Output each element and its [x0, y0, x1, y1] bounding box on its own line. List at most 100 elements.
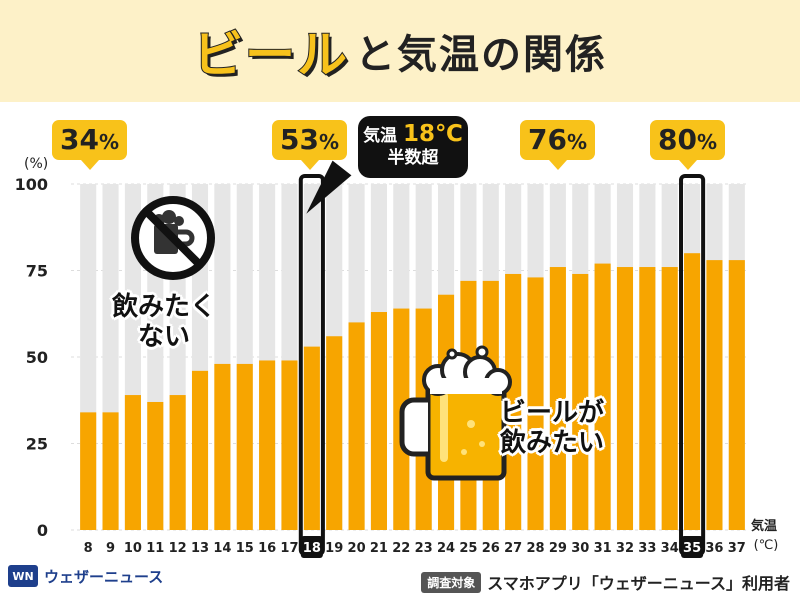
- callout-unit: %: [318, 130, 340, 154]
- not-want-label: 飲みたく ない: [112, 292, 216, 352]
- callout-29c: 76%: [520, 120, 596, 170]
- beer-mug-icon: [399, 345, 512, 481]
- x-tick-label: 24: [437, 541, 455, 556]
- y-tick-labels: 0 25 50 75 100: [15, 175, 48, 540]
- x-tick-label: 10: [124, 541, 142, 556]
- callout-unit: %: [696, 130, 718, 154]
- survey-footnote: 調査対象 スマホアプリ「ウェザーニュース」利用者: [421, 570, 790, 594]
- callout-8c: 34%: [52, 120, 128, 170]
- bar: [684, 253, 701, 530]
- bar: [527, 277, 544, 530]
- temp-note-prefix: 気温: [363, 126, 398, 146]
- x-axis-title: 気温: [751, 518, 777, 534]
- bar: [326, 336, 343, 530]
- survey-badge: 調査対象: [421, 571, 482, 593]
- bar: [169, 395, 186, 530]
- x-tick-label: 8: [84, 541, 93, 556]
- callout-18c: 53%: [272, 120, 348, 170]
- bar: [549, 267, 566, 530]
- x-tick-label: 25: [459, 541, 477, 556]
- bar: [348, 322, 365, 530]
- y-tick-label: 50: [26, 348, 48, 367]
- bar: [616, 267, 634, 530]
- x-tick-label: 35: [683, 541, 701, 556]
- want-label: ビールが 飲みたい: [500, 398, 604, 458]
- bar: [303, 346, 320, 530]
- bar: [191, 370, 209, 530]
- x-tick-label: 21: [370, 541, 388, 556]
- x-tick-label: 18: [303, 541, 321, 556]
- x-tick-labels: 8 9 10 11 12 13 14 15 16 17 18 19 20 21 22 23 24 25 26 27 28…: [84, 541, 746, 556]
- callout-value: 34: [60, 123, 99, 156]
- x-tick-label: 33: [638, 541, 656, 556]
- highlight-frames: [298, 174, 706, 558]
- x-tick-label: 19: [325, 541, 343, 556]
- x-tick-label: 23: [415, 541, 433, 556]
- x-tick-label: 26: [482, 541, 500, 556]
- bar: [80, 412, 97, 530]
- want-line2: 飲みたい: [500, 428, 605, 458]
- x-tick-label: 9: [106, 541, 115, 556]
- x-tick-label: 16: [258, 541, 276, 556]
- bar: [236, 363, 253, 530]
- bar: [505, 273, 522, 530]
- y-axis-unit: (%): [24, 156, 48, 172]
- logo-mark: WN: [8, 565, 38, 587]
- bar: [147, 401, 164, 530]
- x-tick-label: 17: [280, 541, 298, 556]
- callout-unit: %: [98, 130, 120, 154]
- bar: [661, 267, 678, 530]
- x-tick-label: 20: [348, 541, 366, 556]
- y-tick-label: 25: [26, 435, 48, 454]
- temp-note-line2: 半数超: [387, 148, 439, 168]
- x-tick-label: 37: [728, 541, 746, 556]
- callout-value: 76: [528, 123, 567, 156]
- x-axis-unit: (℃): [754, 538, 779, 553]
- bar: [281, 360, 298, 530]
- x-tick-label: 15: [236, 541, 254, 556]
- no-beer-icon: [131, 196, 215, 280]
- y-tick-label: 0: [37, 521, 48, 540]
- callout-unit: %: [566, 130, 588, 154]
- x-tick-label: 14: [213, 541, 231, 556]
- brand-logo: WN ウェザーニュース: [8, 565, 163, 587]
- not-want-line1: 飲みたく: [112, 292, 217, 322]
- bar: [594, 263, 611, 530]
- highlight-label-bg: [681, 536, 704, 558]
- x-tick-label: 27: [504, 541, 522, 556]
- highlight-label-bg: [300, 536, 323, 558]
- callout-value: 53: [280, 123, 319, 156]
- bar: [102, 412, 119, 530]
- x-tick-label: 32: [616, 541, 634, 556]
- survey-text: スマホアプリ「ウェザーニュース」利用者: [487, 574, 790, 593]
- want-line1: ビールが: [500, 398, 605, 428]
- y-tick-label: 100: [15, 175, 48, 194]
- x-tick-label: 22: [392, 541, 410, 556]
- callout-value: 80: [658, 123, 697, 156]
- bar: [259, 360, 276, 530]
- x-tick-label: 13: [191, 541, 209, 556]
- title-band: [0, 0, 800, 102]
- temp-note-value: 18℃: [403, 121, 463, 147]
- logo-text: ウェザーニュース: [44, 567, 164, 586]
- chart-title: ビール と気温の関係: [0, 0, 800, 102]
- bar: [572, 273, 589, 530]
- bar: [728, 260, 745, 530]
- title-main: ビール: [192, 25, 349, 85]
- x-tick-label: 29: [549, 541, 567, 556]
- x-tick-label: 12: [169, 541, 187, 556]
- x-tick-label: 30: [571, 541, 589, 556]
- bar: [639, 267, 656, 530]
- x-tick-label: 36: [705, 541, 723, 556]
- not-want-line2: ない: [138, 322, 191, 352]
- bar: [370, 312, 388, 530]
- x-tick-label: 28: [526, 541, 544, 556]
- x-tick-label: 34: [661, 541, 679, 556]
- temp-note: 気温 18℃ 半数超: [358, 116, 468, 178]
- x-tick-label: 11: [146, 541, 164, 556]
- bar: [124, 395, 141, 530]
- bar: [706, 260, 723, 530]
- callout-35c: 80%: [650, 120, 726, 170]
- title-rest: と気温の関係: [355, 32, 607, 78]
